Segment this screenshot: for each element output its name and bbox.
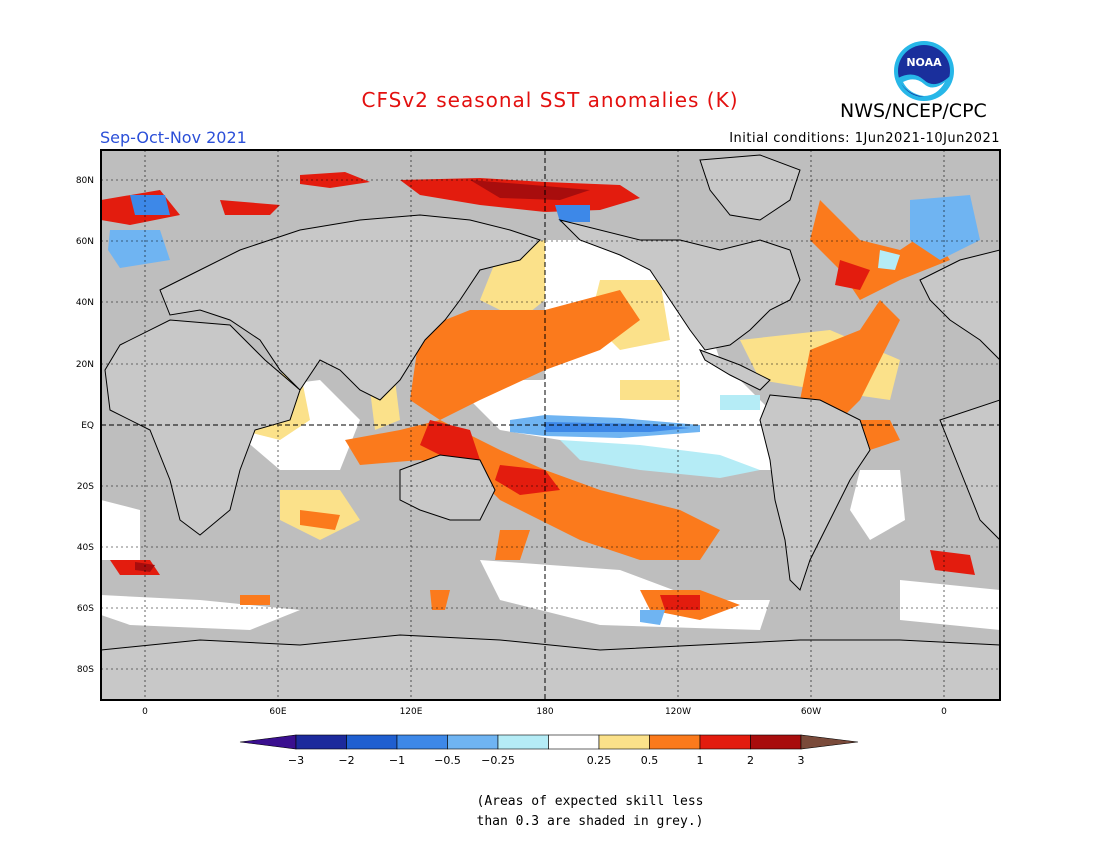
colorbar-tick-label: −0.5	[434, 754, 461, 767]
colorbar-high-arrow	[800, 734, 859, 750]
europe-landmass-east	[919, 249, 1000, 361]
latitude-labels: 80N 60N 40N 20N EQ 20S 40S 60S 80S	[76, 176, 94, 675]
colorbar-tick-label: 0.25	[587, 754, 612, 767]
africa-landmass-east	[939, 399, 1000, 541]
footnote-line-2: than 0.3 are shaded in grey.)	[476, 814, 704, 829]
australia-landmass	[399, 454, 496, 521]
lon-label: 0	[142, 707, 148, 717]
colorbar-swatch	[497, 734, 549, 750]
map-title: CFSv2 seasonal SST anomalies (K)	[361, 88, 739, 112]
noaa-logo: NOAA	[894, 41, 954, 101]
logo-text: NOAA	[906, 56, 942, 69]
colorbar-swatch	[295, 734, 347, 750]
footnote-line-1: (Areas of expected skill less	[476, 794, 704, 809]
colorbar-tick-label: −2	[338, 754, 354, 767]
lon-label: 0	[941, 707, 947, 717]
colorbar-swatch	[750, 734, 802, 750]
lon-label: 120W	[665, 707, 691, 717]
antarctica-landmass	[101, 634, 1000, 700]
skill-footnote: (Areas of expected skill less than 0.3 a…	[430, 792, 750, 832]
lat-label: 40N	[76, 298, 94, 308]
eurasia-landmass	[159, 214, 541, 401]
lon-label: 60W	[801, 707, 821, 717]
lat-label: 40S	[77, 543, 94, 553]
lat-label: EQ	[81, 421, 94, 431]
africa-landmass	[104, 319, 301, 536]
lon-label: 120E	[400, 707, 423, 717]
colorbar-swatch	[598, 734, 650, 750]
equator-dateline	[101, 150, 1000, 700]
initial-conditions-label: Initial conditions: 1Jun2021-10Jun2021	[729, 131, 1000, 146]
colorbar-low-arrow	[239, 734, 297, 750]
lat-label: 60N	[76, 237, 94, 247]
map-frame	[100, 149, 1001, 701]
lat-label: 80S	[77, 665, 94, 675]
colorbar-swatch	[346, 734, 398, 750]
season-label: Sep-Oct-Nov 2021	[100, 128, 247, 147]
north-america-landmass	[558, 219, 801, 351]
colorbar-swatch	[396, 734, 448, 750]
lat-label: 20S	[77, 482, 94, 492]
colorbar-tick-label: 3	[798, 754, 805, 767]
colorbar-swatch	[447, 734, 499, 750]
colorbar-tick-label: 1	[697, 754, 704, 767]
lon-label: 60E	[269, 707, 286, 717]
colorbar: −3 −2 −1 −0.5 −0.25 0.25 0.5 1 2 3	[239, 734, 859, 767]
colorbar-swatch	[699, 734, 751, 750]
colorbar-tick-label: −1	[389, 754, 405, 767]
central-america-landmass	[698, 349, 771, 391]
lat-label: 60S	[77, 604, 94, 614]
colorbar-tick-label: −3	[288, 754, 304, 767]
longitude-labels: 0 60E 120E 180 120W 60W 0	[142, 707, 947, 717]
lon-label: 180	[536, 707, 553, 717]
agency-label: NWS/NCEP/CPC	[840, 100, 987, 122]
colorbar-swatch	[548, 734, 600, 750]
colorbar-tick-label: −0.25	[481, 754, 515, 767]
colorbar-tick-label: 2	[747, 754, 754, 767]
land-masses	[101, 154, 1000, 700]
colorbar-tick-label: 0.5	[641, 754, 659, 767]
greenland-landmass	[699, 154, 801, 221]
lat-label: 80N	[76, 176, 94, 186]
lat-label: 20N	[76, 360, 94, 370]
colorbar-swatch	[649, 734, 701, 750]
